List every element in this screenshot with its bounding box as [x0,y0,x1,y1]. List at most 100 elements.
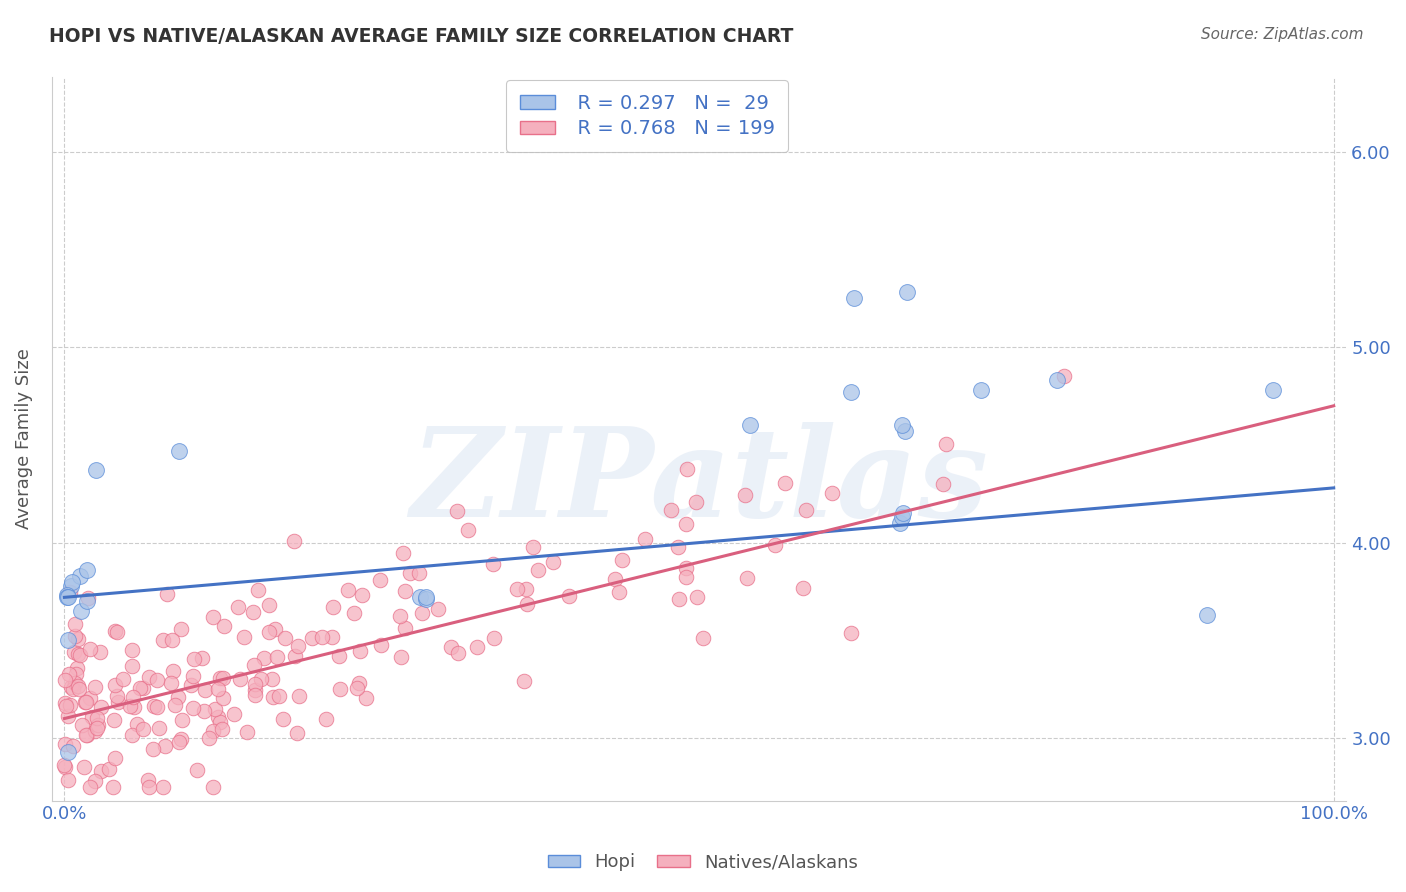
Point [603,572,626,586]
Point [79,642,101,657]
Text: HOPI VS NATIVE/ALASKAN AVERAGE FAMILY SIZE CORRELATION CHART: HOPI VS NATIVE/ALASKAN AVERAGE FAMILY SI… [49,27,793,45]
Point [243,682,266,697]
Point [447,646,470,660]
Point [84,463,107,477]
Point [76,591,98,605]
Point [167,690,190,704]
Point [283,534,305,549]
Point [301,631,323,645]
Point [839,626,862,640]
Point [167,443,190,458]
Point [389,649,412,664]
Point [515,582,537,597]
Point [666,540,689,554]
Point [388,609,411,624]
Point [482,631,505,645]
Point [62,682,84,697]
Point [253,651,276,665]
Point [610,553,633,567]
Point [162,665,184,679]
Point [607,585,630,599]
Point [235,725,257,739]
Point [394,621,416,635]
Point [267,689,290,703]
Point [152,633,174,648]
Point [69,648,91,662]
Point [214,619,236,633]
Point [522,541,544,555]
Point [122,690,145,705]
Point [675,569,697,583]
Point [893,506,915,520]
Point [73,760,96,774]
Point [692,632,714,646]
Point [58,667,80,681]
Point [67,679,90,693]
Point [193,704,215,718]
Point [148,721,170,735]
Point [183,700,205,714]
Point [229,672,252,686]
Point [408,566,430,580]
Point [155,739,177,753]
Point [465,640,488,654]
Point [67,681,90,696]
Point [264,622,287,636]
Point [262,690,284,705]
Point [66,661,89,675]
Point [1195,607,1218,622]
Point [121,643,143,657]
Point [440,640,463,654]
Point [138,671,160,685]
Point [145,673,167,687]
Point [734,488,756,502]
Point [84,680,107,694]
Point [285,726,308,740]
Point [354,690,377,705]
Point [207,710,229,724]
Point [738,418,761,433]
Point [160,633,183,648]
Point [284,649,307,664]
Point [167,735,190,749]
Point [138,780,160,794]
Point [506,582,529,596]
Point [1046,373,1069,387]
Point [152,780,174,794]
Point [516,597,538,611]
Point [60,574,83,589]
Point [893,424,915,438]
Point [763,538,786,552]
Point [889,516,911,530]
Point [63,629,86,643]
Point [349,643,371,657]
Point [233,630,256,644]
Point [89,645,111,659]
Point [69,569,91,583]
Point [70,604,93,618]
Point [482,557,505,571]
Point [659,503,682,517]
Point [394,583,416,598]
Point [262,673,284,687]
Point [70,718,93,732]
Point [79,780,101,794]
Point [266,649,288,664]
Point [76,728,98,742]
Point [66,632,89,646]
Point [121,728,143,742]
Point [58,591,80,605]
Point [75,728,97,742]
Point [676,462,699,476]
Point [55,699,77,714]
Point [288,689,311,703]
Point [201,610,224,624]
Point [311,630,333,644]
Point [685,495,707,509]
Point [368,574,391,588]
Point [370,638,392,652]
Point [201,780,224,794]
Point [675,517,697,532]
Point [53,757,76,772]
Point [125,717,148,731]
